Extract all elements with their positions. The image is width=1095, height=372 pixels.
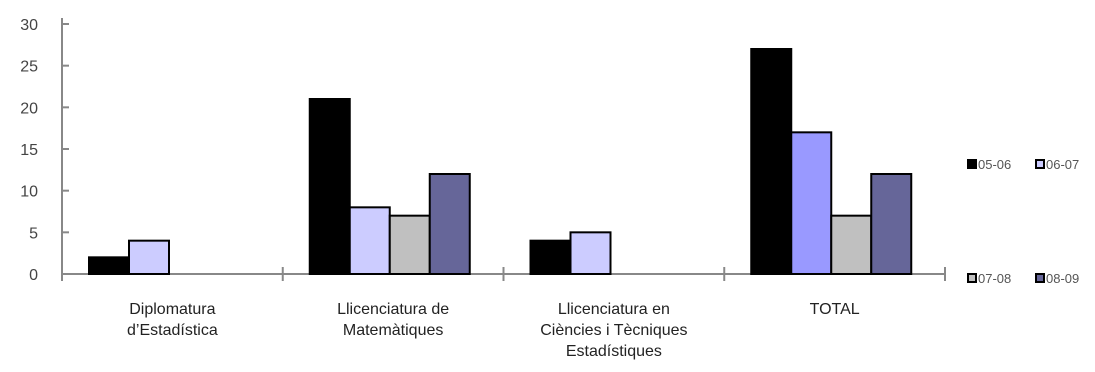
y-axis: 0 5 10 15 20 25 30 — [20, 17, 69, 284]
y-tick-label: 30 — [20, 17, 38, 34]
bar-05-06-cat3 — [750, 48, 793, 275]
category-label: d’Estadística — [127, 322, 218, 339]
bar-05-06-cat0 — [88, 256, 130, 276]
category-label: Matemàtiques — [343, 322, 444, 339]
category-label: Llicenciatura en — [558, 301, 670, 318]
legend-label: 06-07 — [1046, 157, 1079, 172]
legend: 05-06 06-07 07-08 08-09 — [967, 157, 1079, 286]
bar-06-07-cat3 — [790, 131, 833, 275]
category-label: Llicenciatura de — [337, 301, 449, 318]
category-label: Diplomatura — [129, 301, 215, 318]
y-tick-label: 0 — [29, 267, 38, 284]
y-tick-label: 25 — [20, 59, 38, 76]
category-label: Ciències i Tècniques — [540, 322, 687, 339]
bar-06-07-cat2 — [569, 231, 612, 275]
bar-05-06-cat1 — [308, 98, 351, 275]
bar-08-09-cat1 — [428, 173, 471, 275]
y-tick-label: 10 — [20, 184, 38, 201]
category-label: TOTAL — [810, 301, 860, 318]
legend-swatch — [1035, 273, 1045, 283]
bar-07-08-cat3 — [830, 214, 873, 276]
legend-swatch — [967, 159, 977, 169]
bar-06-07-cat0 — [128, 239, 170, 276]
y-tick-label: 5 — [29, 225, 38, 242]
legend-swatch — [1035, 159, 1045, 169]
legend-label: 07-08 — [978, 271, 1011, 286]
legend-label: 05-06 — [978, 157, 1011, 172]
bar-08-09-cat3 — [870, 173, 913, 275]
y-tick-label: 15 — [20, 142, 38, 159]
legend-label: 08-09 — [1046, 271, 1079, 286]
legend-swatch — [967, 273, 977, 283]
category-labels: Diplomatura d’Estadística Llicenciatura de… — [127, 301, 860, 360]
bar-06-07-cat1 — [348, 206, 391, 275]
bar-05-06-cat2 — [529, 239, 572, 276]
y-tick-label: 20 — [20, 100, 38, 117]
bars — [88, 48, 913, 276]
category-label: Estadístiques — [566, 343, 662, 360]
bar-07-08-cat1 — [388, 214, 431, 276]
